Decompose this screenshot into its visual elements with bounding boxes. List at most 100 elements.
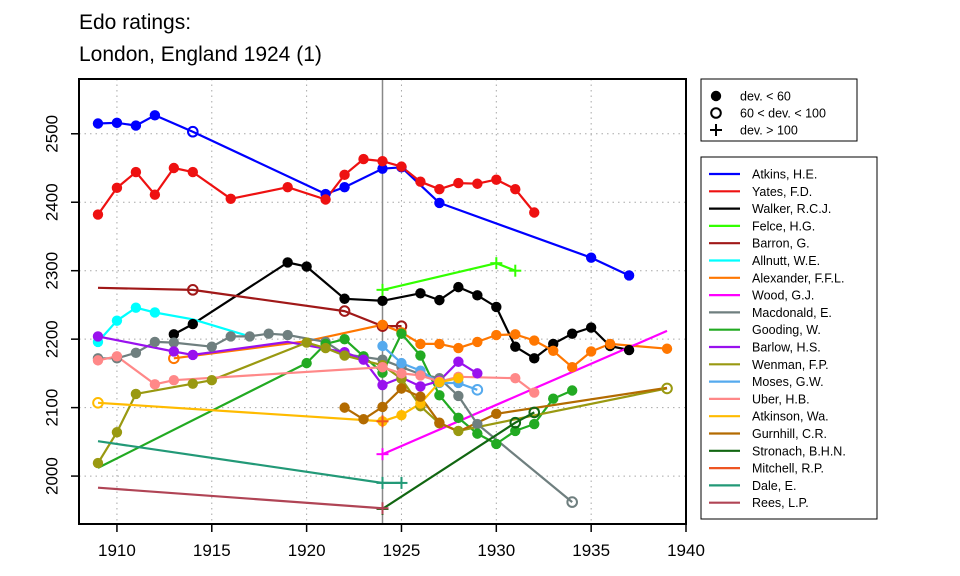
legend-label-wenman-f-p: Wenman, F.P.	[752, 358, 829, 372]
series-atkins-h-e-point	[585, 252, 597, 263]
series-walker-r-c-j-point	[415, 288, 426, 299]
series-alexander-f-f-l-point	[377, 319, 388, 330]
y-axis: 2000 2100 2200 2300 2400 2500	[42, 115, 79, 495]
plot-frame	[78, 78, 687, 525]
series-gurnhill-c-r-line	[344, 386, 668, 433]
series-alexander-f-f-l-point	[491, 329, 502, 341]
series-yates-f-d-point	[510, 184, 521, 195]
series-gooding-w-point	[472, 428, 483, 439]
series-macdonald-e-point	[149, 336, 161, 348]
series-uber-h-b-point	[529, 387, 540, 398]
series-yates-f-d-point	[529, 207, 540, 218]
series-barlow-h-s-point	[377, 379, 388, 391]
series-yates-f-d-point	[453, 177, 464, 189]
series-macdonald-e-point	[263, 328, 274, 339]
series-wenman-f-p-point	[187, 378, 199, 389]
series-yates-f-d-point	[225, 193, 236, 205]
series-wenman-f-p-point	[453, 425, 464, 437]
marker-legend-open-circle-point-open	[710, 107, 722, 119]
legend-label-mitchell-r-p: Mitchell, R.P.	[752, 462, 824, 476]
marker-legend-filled-circle-point	[710, 90, 722, 102]
series-uber-h-b-point	[377, 362, 388, 373]
series-gooding-w-point	[510, 425, 521, 437]
series-gurnhill-c-r-point	[377, 401, 388, 413]
series-walker-r-c-j-point	[434, 294, 445, 306]
series-gurnhill-c-r-point	[415, 391, 426, 402]
y-tick-label: 2000	[42, 457, 61, 495]
series-gooding-w-point	[396, 328, 407, 339]
x-axis: 1910 1915 1920 1925 1930 1935 1940	[98, 524, 705, 560]
series-uber-h-b-point	[149, 379, 161, 390]
series-gooding-w-point	[453, 412, 464, 424]
x-tick-label: 1915	[193, 541, 231, 560]
series-atkinson-wa-point	[396, 409, 407, 421]
series-walker-r-c-j-point	[472, 290, 483, 301]
chart-subtitle: London, England 1924 (1)	[79, 43, 322, 66]
series-gooding-w-point	[301, 357, 312, 369]
legend-label-felce-h-g: Felce, H.G.	[752, 219, 815, 233]
series-wenman-f-p-point	[206, 375, 217, 386]
series-gooding-w-point	[529, 418, 540, 430]
legend-label-barlow-h-s: Barlow, H.S.	[752, 341, 821, 355]
series-walker-r-c-j-point	[301, 261, 312, 272]
series-stronach-b-h-n-line	[381, 411, 535, 510]
series-gurnhill-c-r-point	[358, 414, 369, 425]
series-yates-f-d-point	[434, 184, 445, 195]
series-atkins-h-e-point	[149, 110, 161, 121]
legend-label-uber-h-b: Uber, H.B.	[752, 392, 810, 406]
x-tick-label: 1935	[572, 541, 610, 560]
series-alexander-f-f-l-point	[453, 342, 464, 354]
series-dale-e-point-plus	[395, 476, 408, 489]
legend-label-allnutt-w-e: Allnutt, W.E.	[752, 254, 820, 268]
series-mitchell-r-p-point-plus	[376, 415, 389, 428]
legend-label-yates-f-d: Yates, F.D.	[752, 185, 812, 199]
series-barlow-h-s-point	[168, 346, 180, 357]
series-barron-g-line	[97, 286, 402, 328]
series-walker-r-c-j-point	[491, 301, 502, 313]
x-tick-label: 1910	[98, 541, 136, 560]
series-alexander-f-f-l-point	[585, 346, 597, 357]
series-alexander-f-f-l-line	[173, 323, 668, 369]
series-alexander-f-f-l-point	[604, 338, 616, 350]
series-yates-f-d-point	[130, 166, 142, 178]
series-yates-f-d-line	[97, 158, 536, 216]
series-barlow-h-s-point	[453, 356, 464, 367]
series-uber-h-b-point	[510, 372, 521, 384]
series-walker-r-c-j-point	[529, 353, 540, 364]
series-barlow-h-s-point	[415, 381, 426, 392]
series-felce-h-g-point-plus	[376, 283, 389, 296]
series-allnutt-w-e-point	[130, 302, 142, 313]
series-dale-e-point-plus	[376, 476, 389, 489]
series-rees-l-p-point-plus	[376, 502, 389, 515]
series-felce-h-g-point-plus	[509, 264, 522, 277]
series-macdonald-e-point	[472, 418, 483, 430]
series-gooding-w-point	[415, 350, 426, 361]
legend-label-moses-g-w: Moses, G.W.	[752, 375, 824, 389]
legend-label-gooding-w: Gooding, W.	[752, 323, 821, 337]
series-atkins-h-e-point-open	[187, 125, 199, 138]
series-barlow-h-s-point	[187, 349, 199, 361]
series-yates-f-d-point	[320, 194, 331, 205]
series-macdonald-e-point	[244, 331, 255, 342]
series-walker-r-c-j-point	[187, 318, 199, 330]
series-alexander-f-f-l-point	[510, 329, 521, 340]
series-alexander-f-f-l-point	[415, 338, 426, 350]
series-wood-g-j-point-plus	[376, 448, 389, 461]
series-barron-g-point-open	[187, 284, 199, 296]
x-tick-label: 1925	[383, 541, 421, 560]
series-wenman-f-p-point	[111, 427, 123, 438]
series-yates-f-d-point	[187, 166, 199, 178]
series-gooding-w-line	[97, 332, 573, 469]
series-atkinson-wa-point	[453, 372, 464, 384]
series-alexander-f-f-l-point	[529, 335, 540, 346]
series-walker-r-c-j-point	[168, 329, 180, 340]
series-barlow-h-s-point	[472, 368, 483, 379]
series-moses-g-w-point	[377, 340, 388, 352]
series-yates-f-d-point	[168, 162, 180, 174]
x-tick-label: 1920	[288, 541, 326, 560]
series-gooding-w-point	[548, 393, 559, 404]
series-yates-f-d-point	[377, 155, 388, 167]
legend-label-walker-r-c-j: Walker, R.C.J.	[752, 202, 831, 216]
series-allnutt-w-e-point	[111, 315, 123, 326]
